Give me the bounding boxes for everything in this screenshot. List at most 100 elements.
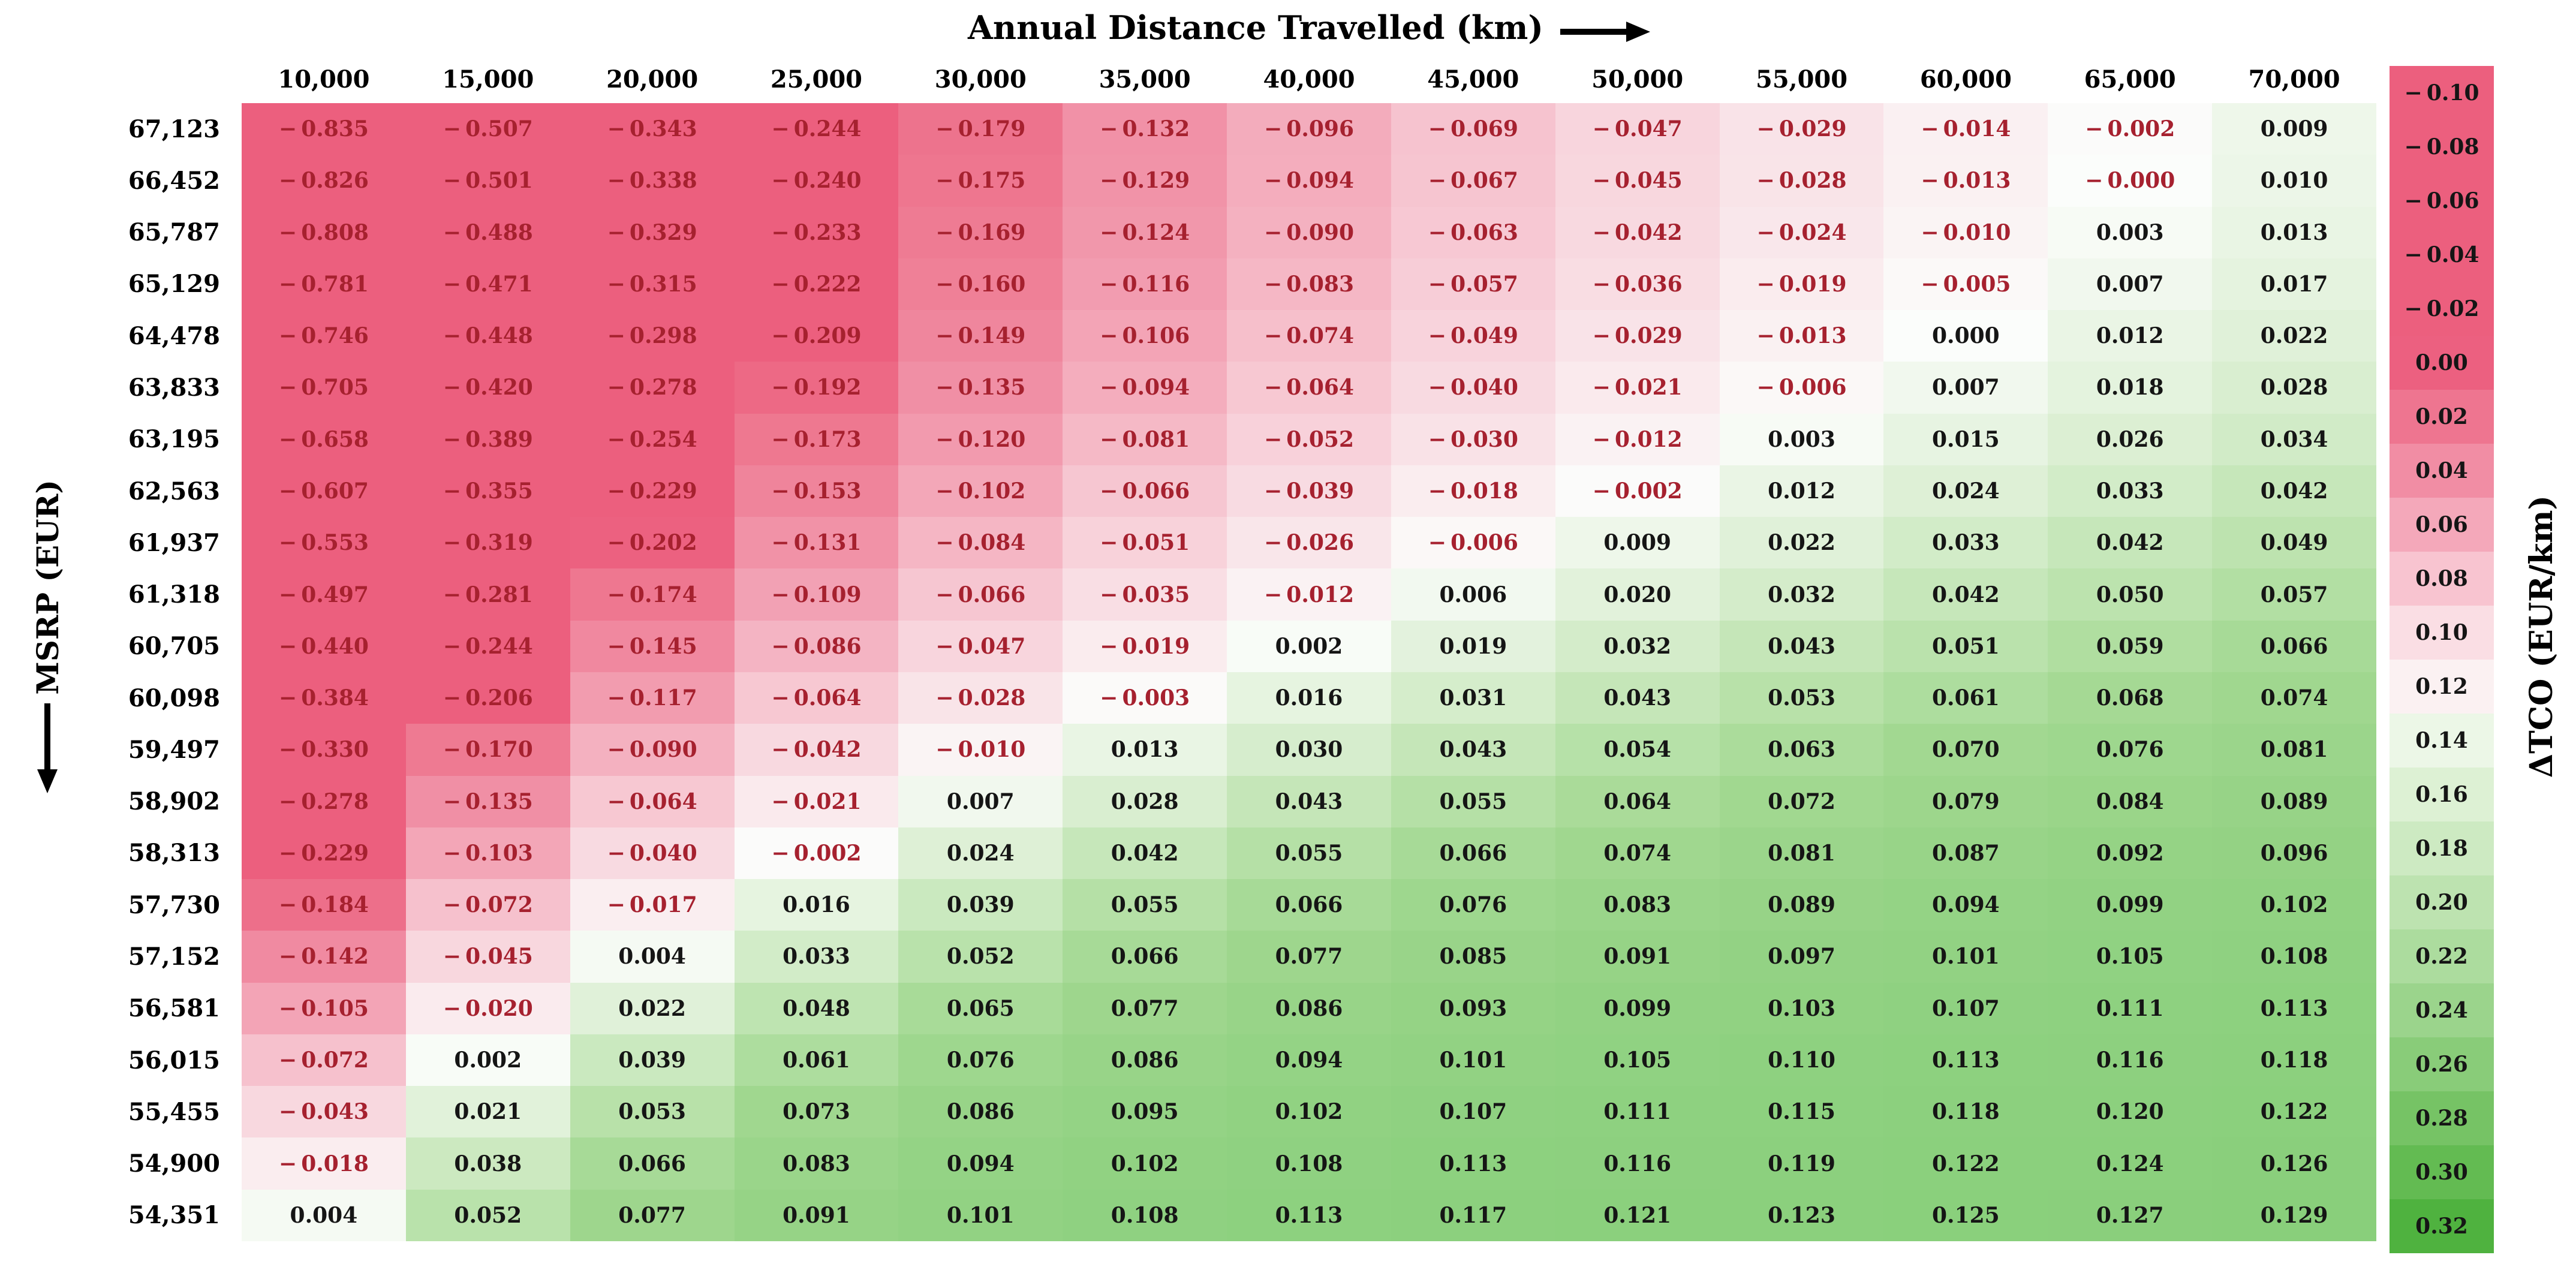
- heatmap-cell: − 0.132: [1063, 103, 1227, 155]
- heatmap-grid: − 0.835− 0.507− 0.343− 0.244− 0.179− 0.1…: [242, 103, 2376, 1241]
- colorbar-segment: 0.26: [2390, 1037, 2494, 1091]
- heatmap-cell: − 0.005: [1883, 258, 2048, 311]
- heatmap-cell: − 0.135: [405, 775, 570, 827]
- heatmap-cell: − 0.202: [570, 517, 735, 569]
- heatmap-cell: 0.003: [2048, 206, 2213, 258]
- heatmap-cell: − 0.021: [734, 775, 899, 827]
- heatmap-cell: 0.000: [1883, 310, 2048, 362]
- heatmap-cell: − 0.420: [405, 362, 570, 414]
- heatmap-cell: − 0.021: [1555, 362, 1720, 414]
- heatmap-cell: 0.108: [1063, 1189, 1227, 1241]
- heatmap-cell: − 0.338: [570, 155, 735, 207]
- heatmap-cell: 0.052: [898, 931, 1063, 983]
- colorbar-segment: − 0.06: [2390, 174, 2494, 228]
- heatmap-cell: 0.048: [734, 982, 899, 1034]
- heatmap-cell: 0.108: [2212, 931, 2376, 983]
- heatmap-cell: 0.118: [2212, 1034, 2376, 1087]
- heatmap-cell: 0.102: [2212, 879, 2376, 931]
- heatmap-cell: 0.051: [1883, 620, 2048, 672]
- heatmap-cell: 0.066: [1227, 879, 1391, 931]
- colorbar-segment: 0.02: [2390, 390, 2494, 444]
- heatmap-cell: 0.087: [1883, 827, 2048, 880]
- heatmap-cell: − 0.826: [242, 155, 406, 207]
- heatmap-cell: 0.105: [1555, 1034, 1720, 1087]
- heatmap-cell: − 0.090: [570, 724, 735, 776]
- heatmap-cell: 0.042: [2048, 517, 2213, 569]
- heatmap-cell: − 0.471: [405, 258, 570, 311]
- x-tick-label: 50,000: [1591, 65, 1684, 94]
- colorbar-segment: − 0.08: [2390, 120, 2494, 174]
- heatmap-cell: 0.039: [898, 879, 1063, 931]
- heatmap-cell: 0.050: [2048, 568, 2213, 621]
- colorbar-segment: 0.32: [2390, 1199, 2494, 1253]
- colorbar-segment: − 0.04: [2390, 228, 2494, 282]
- heatmap-cell: 0.111: [1555, 1086, 1720, 1138]
- heatmap-cell: 0.122: [2212, 1086, 2376, 1138]
- heatmap-cell: − 0.109: [734, 568, 899, 621]
- heatmap-cell: − 0.705: [242, 362, 406, 414]
- colorbar-segment: 0.08: [2390, 552, 2494, 606]
- colorbar-segment: 0.10: [2390, 606, 2494, 660]
- heatmap-cell: − 0.002: [734, 827, 899, 880]
- heatmap-cell: 0.116: [1555, 1137, 1720, 1190]
- heatmap-cell: − 0.507: [405, 103, 570, 155]
- heatmap-cell: 0.053: [1719, 672, 1884, 724]
- heatmap-cell: − 0.026: [1227, 517, 1391, 569]
- heatmap-cell: − 0.488: [405, 206, 570, 258]
- heatmap-cell: − 0.329: [570, 206, 735, 258]
- heatmap-cell: 0.039: [570, 1034, 735, 1087]
- heatmap-cell: − 0.086: [734, 620, 899, 672]
- y-tick-label: 67,123: [128, 115, 220, 143]
- heatmap-cell: − 0.014: [1883, 103, 2048, 155]
- x-tick-label: 40,000: [1263, 65, 1355, 94]
- x-tick-label: 60,000: [1919, 65, 2012, 94]
- heatmap-cell: − 0.116: [1063, 258, 1227, 311]
- y-tick-label: 66,452: [128, 166, 220, 195]
- heatmap-cell: − 0.117: [570, 672, 735, 724]
- heatmap-cell: − 0.501: [405, 155, 570, 207]
- heatmap-cell: 0.030: [1227, 724, 1391, 776]
- y-tick-label: 55,455: [128, 1097, 220, 1126]
- heatmap-cell: 0.022: [1719, 517, 1884, 569]
- heatmap-cell: 0.077: [570, 1189, 735, 1241]
- heatmap-cell: − 0.000: [2048, 155, 2213, 207]
- heatmap-cell: − 0.129: [1063, 155, 1227, 207]
- colorbar-segment: 0.04: [2390, 444, 2494, 498]
- heatmap-cell: − 0.174: [570, 568, 735, 621]
- heatmap-cell: 0.084: [2048, 775, 2213, 827]
- heatmap-cell: − 0.043: [242, 1086, 406, 1138]
- heatmap-cell: 0.049: [2212, 517, 2376, 569]
- heatmap-cell: 0.124: [2048, 1137, 2213, 1190]
- y-tick-label: 59,497: [128, 735, 220, 764]
- heatmap-cell: − 0.658: [242, 413, 406, 465]
- heatmap-cell: − 0.024: [1719, 206, 1884, 258]
- heatmap-cell: 0.012: [1719, 465, 1884, 517]
- heatmap-cell: − 0.094: [1227, 155, 1391, 207]
- heatmap-cell: 0.113: [1391, 1137, 1555, 1190]
- heatmap-cell: 0.033: [734, 931, 899, 983]
- colorbar-segment: 0.18: [2390, 821, 2494, 875]
- heatmap-cell: 0.043: [1555, 672, 1720, 724]
- heatmap-cell: 0.032: [1719, 568, 1884, 621]
- heatmap-cell: 0.009: [1555, 517, 1720, 569]
- heatmap-cell: 0.003: [1719, 413, 1884, 465]
- heatmap-cell: − 0.006: [1391, 517, 1555, 569]
- heatmap-cell: − 0.142: [242, 931, 406, 983]
- heatmap-cell: − 0.607: [242, 465, 406, 517]
- heatmap-cell: − 0.051: [1063, 517, 1227, 569]
- y-tick-label: 60,098: [128, 684, 220, 712]
- heatmap-cell: 0.074: [2212, 672, 2376, 724]
- heatmap-cell: − 0.052: [1227, 413, 1391, 465]
- heatmap-cell: − 0.020: [405, 982, 570, 1034]
- heatmap-cell: 0.091: [1555, 931, 1720, 983]
- y-axis-tick-labels: 67,123 66,452 65,787 65,129 64,478 63,833 63,1…: [0, 103, 231, 1241]
- heatmap-cell: − 0.135: [898, 362, 1063, 414]
- heatmap-cell: − 0.040: [1391, 362, 1555, 414]
- heatmap-cell: 0.122: [1883, 1137, 2048, 1190]
- heatmap-cell: − 0.067: [1391, 155, 1555, 207]
- heatmap-cell: − 0.036: [1555, 258, 1720, 311]
- colorbar-segment: 0.16: [2390, 768, 2494, 821]
- heatmap-cell: 0.074: [1555, 827, 1720, 880]
- colorbar-segment: 0.24: [2390, 983, 2494, 1037]
- heatmap-cell: 0.042: [1883, 568, 2048, 621]
